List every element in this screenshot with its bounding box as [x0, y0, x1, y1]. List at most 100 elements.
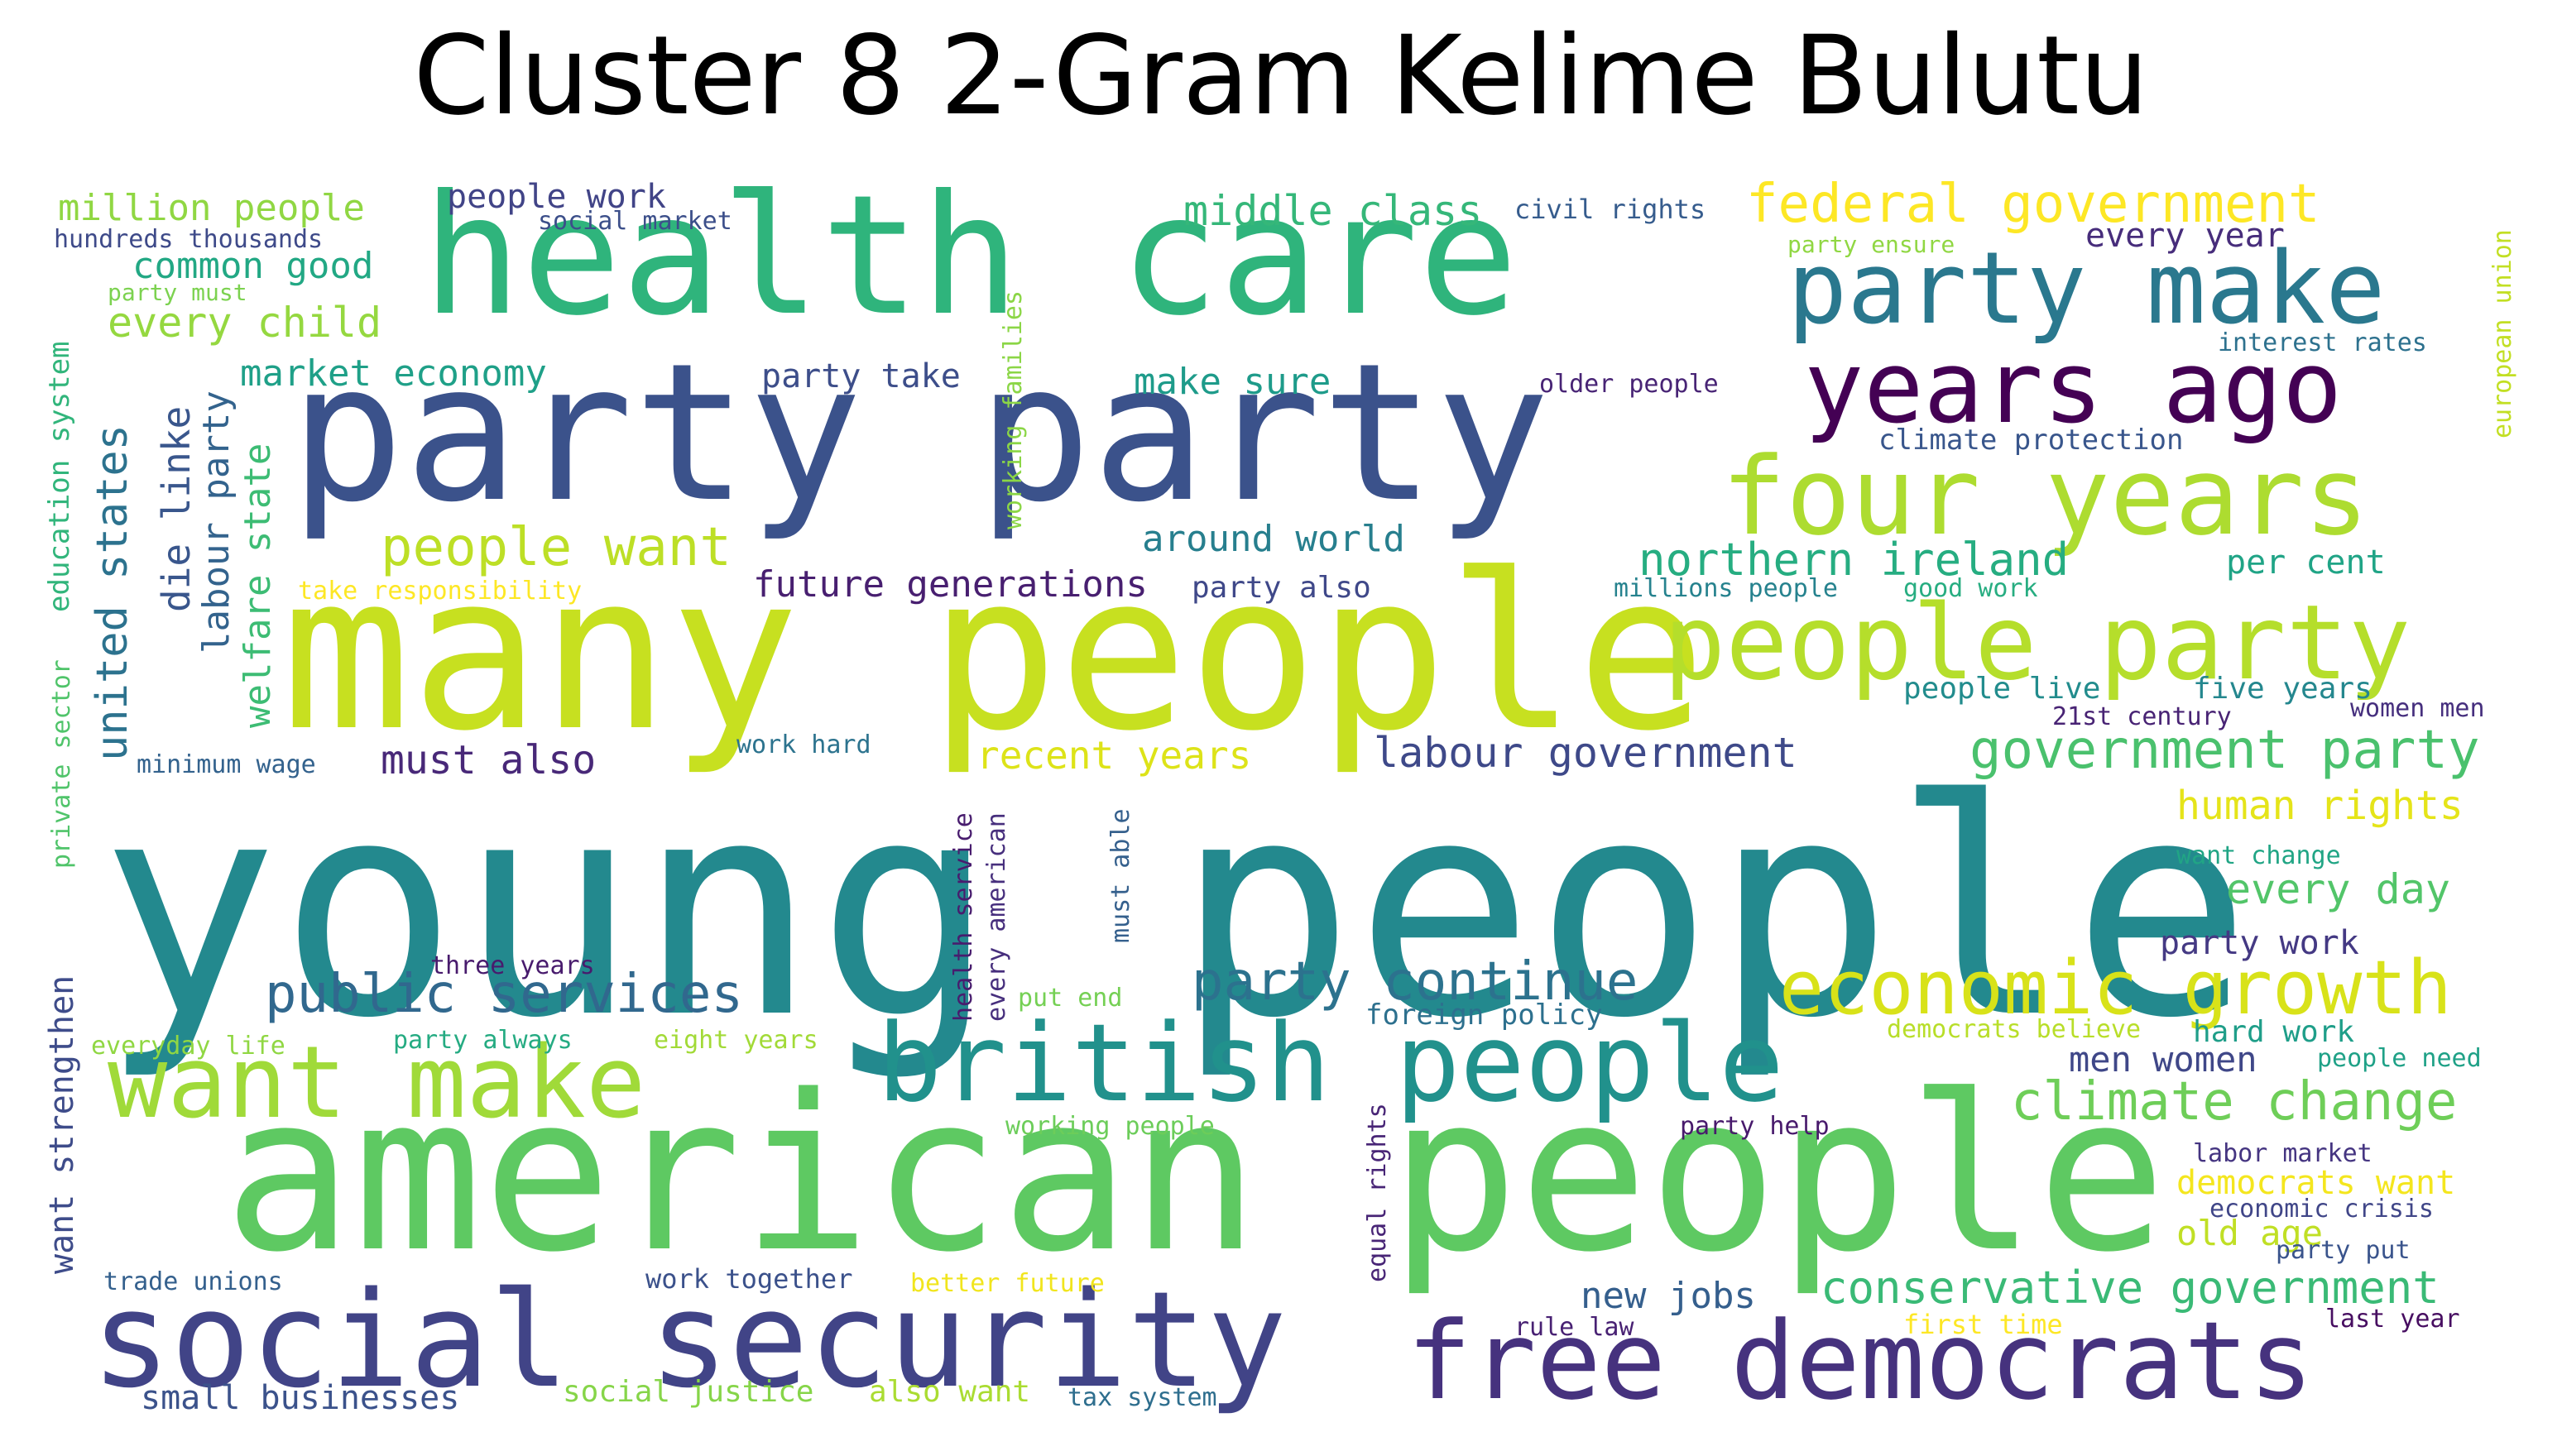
word-must-also: must also	[381, 737, 597, 783]
word-social-security: social security	[91, 1262, 1287, 1417]
word-rule-law: rule law	[1514, 1313, 1634, 1342]
word-party-must: party must	[108, 279, 247, 306]
word-welfare-state: welfare state	[237, 443, 279, 728]
word-british-people: british people	[877, 1000, 1784, 1126]
word-better-future: better future	[910, 1269, 1105, 1298]
word-21st-century: 21st century	[2052, 702, 2232, 731]
word-also-want: also want	[869, 1375, 1031, 1409]
word-party-work: party work	[2160, 924, 2359, 962]
word-hard-work: hard work	[2193, 1015, 2355, 1049]
word-make-sure: make sure	[1134, 361, 1331, 403]
word-every-american: every american	[982, 812, 1011, 1022]
word-millions-people: millions people	[1614, 574, 1838, 603]
word-economic-crisis: economic crisis	[2209, 1195, 2434, 1224]
word-health-care: health care	[422, 160, 1518, 352]
word-party-take: party take	[761, 357, 961, 395]
word-every-day: every day	[2226, 865, 2450, 913]
word-years-ago: years ago	[1804, 331, 2343, 446]
word-recent-years: recent years	[976, 733, 1252, 778]
word-democrats-believe: democrats believe	[1887, 1015, 2142, 1044]
word-economic-growth: economic growth	[1779, 945, 2452, 1032]
word-every-child: every child	[108, 299, 382, 347]
word-tax-system: tax system	[1068, 1383, 1217, 1412]
word-five-years: five years	[2193, 672, 2372, 706]
word-want-strengthen: want strengthen	[43, 975, 81, 1274]
word-federal-government: federal government	[1746, 174, 2320, 235]
word-private-sector: private sector	[47, 659, 76, 869]
word-labour-party: labour party	[195, 390, 237, 654]
word-good-work: good work	[1903, 574, 2038, 603]
word-education-system: education system	[43, 341, 76, 612]
word-united-states: united states	[88, 424, 137, 761]
word-health-service: health service	[949, 812, 978, 1022]
word-take-responsibility: take responsibility	[298, 577, 583, 606]
word-common-good: common good	[132, 245, 374, 287]
word-public-services: public services	[265, 964, 743, 1025]
word-interest-rates: interest rates	[2218, 328, 2427, 357]
word-hundreds-thousands: hundreds thousands	[54, 225, 324, 254]
word-democrats-want: democrats want	[2176, 1164, 2456, 1202]
word-party-help: party help	[1680, 1112, 1830, 1141]
word-small-businesses: small businesses	[141, 1379, 460, 1417]
word-work-together: work together	[645, 1263, 853, 1295]
word-want-make: want make	[108, 1026, 646, 1141]
word-working-families: working families	[999, 290, 1028, 529]
word-conservative-government: conservative government	[1821, 1262, 2440, 1314]
word-young-people: young people	[99, 736, 2252, 1083]
word-million-people: million people	[58, 187, 365, 229]
word-four-years: four years	[1721, 433, 2369, 559]
word-men-women: men women	[2069, 1039, 2257, 1080]
word-social-market: social market	[538, 207, 732, 236]
word-people-live: people live	[1903, 672, 2101, 706]
word-want-change: want change	[2176, 841, 2341, 870]
word-climate-protection: climate protection	[1878, 424, 2184, 457]
word-free-democrats: free democrats	[1407, 1298, 2314, 1424]
word-last-year: last year	[2325, 1305, 2460, 1334]
word-put-end: put end	[1018, 984, 1123, 1013]
word-civil-rights: civil rights	[1514, 194, 1706, 225]
word-party-make: party make	[1787, 232, 2386, 347]
word-minimum-wage: minimum wage	[137, 750, 316, 779]
word-three-years: three years	[430, 951, 595, 980]
word-per-cent: per cent	[2226, 544, 2386, 582]
word-die-linke: die linke	[154, 405, 199, 612]
word-people-want: people want	[381, 517, 732, 578]
word-around-world: around world	[1142, 518, 1405, 560]
word-american-people: american people	[223, 1050, 2166, 1300]
chart-title: Cluster 8 2-Gram Kelime Bulutu	[413, 12, 2149, 140]
word-party-continue: party continue	[1192, 951, 1638, 1013]
word-older-people: older people	[1539, 370, 1719, 399]
word-party-ensure: party ensure	[1787, 231, 1955, 258]
word-work-hard: work hard	[736, 730, 871, 759]
word-middle-class: middle class	[1183, 187, 1483, 235]
word-trade-unions: trade unions	[103, 1267, 283, 1296]
word-new-jobs: new jobs	[1581, 1275, 1756, 1317]
word-women-men: women men	[2350, 694, 2485, 723]
word-equal-rights: equal rights	[1363, 1103, 1392, 1282]
word-people-work: people work	[447, 178, 666, 216]
word-working-people: working people	[1005, 1112, 1215, 1141]
word-climate-change: climate change	[2011, 1071, 2458, 1133]
word-everyday-life: everyday life	[91, 1032, 285, 1061]
word-market-economy: market economy	[240, 352, 547, 395]
word-party-also: party also	[1192, 571, 1371, 605]
word-first-time: first time	[1903, 1309, 2063, 1340]
word-future-generations: future generations	[753, 563, 1148, 606]
word-northern-ireland: northern ireland	[1638, 534, 2070, 586]
word-european-union: european union	[2488, 229, 2517, 438]
word-every-year: every year	[2085, 217, 2285, 255]
word-foreign-policy: foreign policy	[1365, 999, 1603, 1032]
word-people-need: people need	[2317, 1044, 2482, 1073]
word-old-age: old age	[2176, 1213, 2324, 1253]
word-labor-market: labor market	[2193, 1139, 2372, 1168]
word-many-people: many people	[281, 529, 1706, 778]
word-must-able: must able	[1106, 808, 1135, 943]
word-social-justice: social justice	[563, 1375, 814, 1409]
word-labour-government: labour government	[1374, 729, 1797, 777]
word-government-party: government party	[1969, 720, 2480, 781]
word-people-party: people party	[1663, 583, 2411, 703]
word-human-rights: human rights	[2176, 783, 2464, 829]
word-party-put: party put	[2276, 1236, 2411, 1265]
word-party-party: party party	[290, 323, 1551, 544]
